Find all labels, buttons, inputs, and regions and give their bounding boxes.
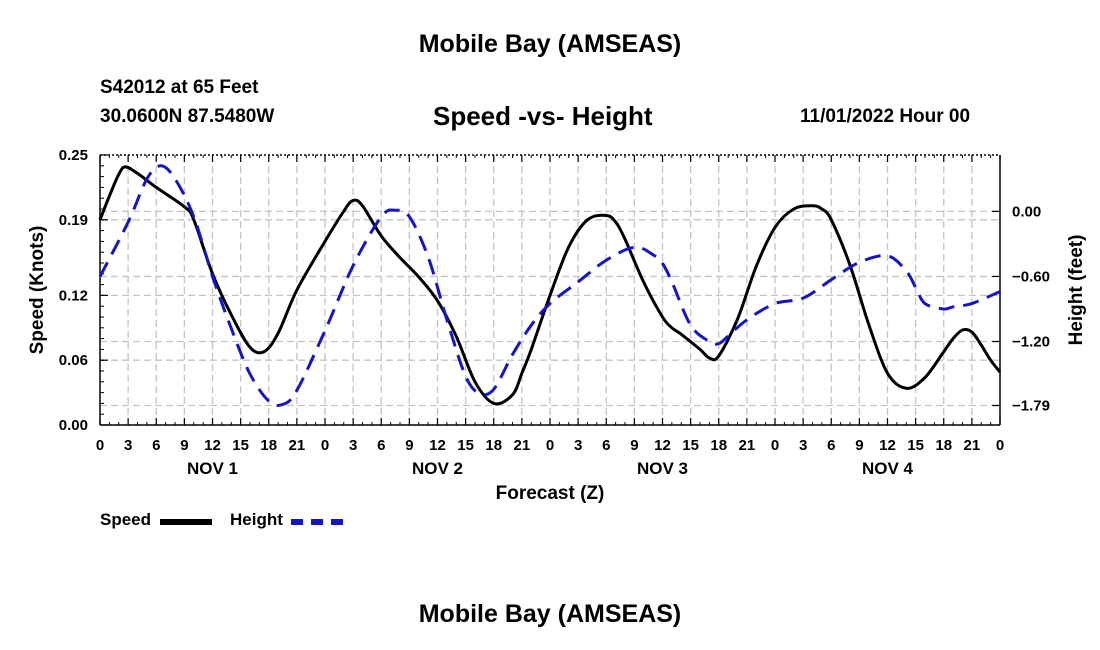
y2-tick-label: −0.60 <box>1012 268 1050 285</box>
x-tick-label: 21 <box>739 437 756 454</box>
grid-lines <box>100 155 1000 425</box>
legend-speed-label: Speed <box>100 510 152 529</box>
y2-tick-label: −1.20 <box>1012 334 1050 351</box>
y2-tick-label: 0.00 <box>1012 203 1041 220</box>
x-tick-label: 12 <box>654 437 671 454</box>
day-label: NOV 2 <box>412 459 463 478</box>
x-tick-label: 3 <box>799 437 807 454</box>
x-tick-label: 15 <box>232 437 249 454</box>
day-label: NOV 4 <box>862 459 914 478</box>
x-axis-title: Forecast (Z) <box>495 483 605 504</box>
x-tick-label: 6 <box>602 437 610 454</box>
x-tick-label: 15 <box>457 437 474 454</box>
x-tick-label: 3 <box>574 437 582 454</box>
x-tick-label: 3 <box>349 437 357 454</box>
x-tick-label: 21 <box>514 437 531 454</box>
x-tick-label: 3 <box>124 437 132 454</box>
height-series-line <box>98 164 1001 407</box>
x-tick-label: 12 <box>429 437 446 454</box>
x-tick-label: 0 <box>96 437 104 454</box>
y-tick-label: 0.25 <box>59 147 88 164</box>
x-tick-label: 6 <box>377 437 385 454</box>
x-tick-label: 9 <box>855 437 863 454</box>
x-tick-label: 12 <box>204 437 221 454</box>
axis-labels: 0 3 6 9 12 15 18 21 0 3 6 9 12 15 18 21 0 3 6 9 12 15 18 21 0 3 6 9… <box>27 147 1087 478</box>
x-tick-label: 0 <box>771 437 779 454</box>
x-tick-label: 6 <box>152 437 160 454</box>
y-tick-label: 0.06 <box>59 352 88 369</box>
y2-axis-title: Height (feet) <box>1066 235 1087 346</box>
x-tick-label: 18 <box>935 437 952 454</box>
x-tick-label: 0 <box>321 437 329 454</box>
y-tick-label: 0.19 <box>59 212 88 229</box>
x-tick-label: 0 <box>996 437 1004 454</box>
day-label: NOV 1 <box>187 459 238 478</box>
legend-height-line <box>291 519 343 525</box>
forecast-datetime: 11/01/2022 Hour 00 <box>800 106 971 127</box>
x-tick-label: 9 <box>630 437 638 454</box>
x-tick-label: 9 <box>405 437 413 454</box>
x-tick-label: 18 <box>260 437 277 454</box>
x-tick-label: 9 <box>180 437 188 454</box>
series-lines <box>98 164 1002 407</box>
coordinates-label: 30.0600N 87.5480W <box>100 106 275 127</box>
speed-series-line <box>98 165 1002 406</box>
chart-title-bottom: Mobile Bay (AMSEAS) <box>418 600 682 628</box>
station-label: S42012 at 65 Feet <box>100 77 259 98</box>
x-tick-label: 6 <box>827 437 835 454</box>
x-tick-label: 21 <box>964 437 981 454</box>
x-tick-label: 15 <box>682 437 699 454</box>
y-tick-label: 0.00 <box>59 417 88 434</box>
chart-title-top: Mobile Bay (AMSEAS) <box>418 30 682 58</box>
legend-height-label: Height <box>230 510 283 529</box>
chart-subtitle: Speed -vs- Height <box>433 101 653 131</box>
y-tick-label: 0.12 <box>59 287 88 304</box>
day-label: NOV 3 <box>637 459 688 478</box>
legend-speed-line <box>160 519 212 525</box>
x-tick-label: 18 <box>485 437 502 454</box>
x-tick-label: 18 <box>710 437 727 454</box>
y2-tick-label: −1.79 <box>1012 397 1050 414</box>
y-axis-title: Speed (Knots) <box>27 226 48 355</box>
x-tick-label: 0 <box>546 437 554 454</box>
x-tick-label: 15 <box>907 437 924 454</box>
x-tick-label: 12 <box>879 437 896 454</box>
x-tick-label: 21 <box>289 437 306 454</box>
